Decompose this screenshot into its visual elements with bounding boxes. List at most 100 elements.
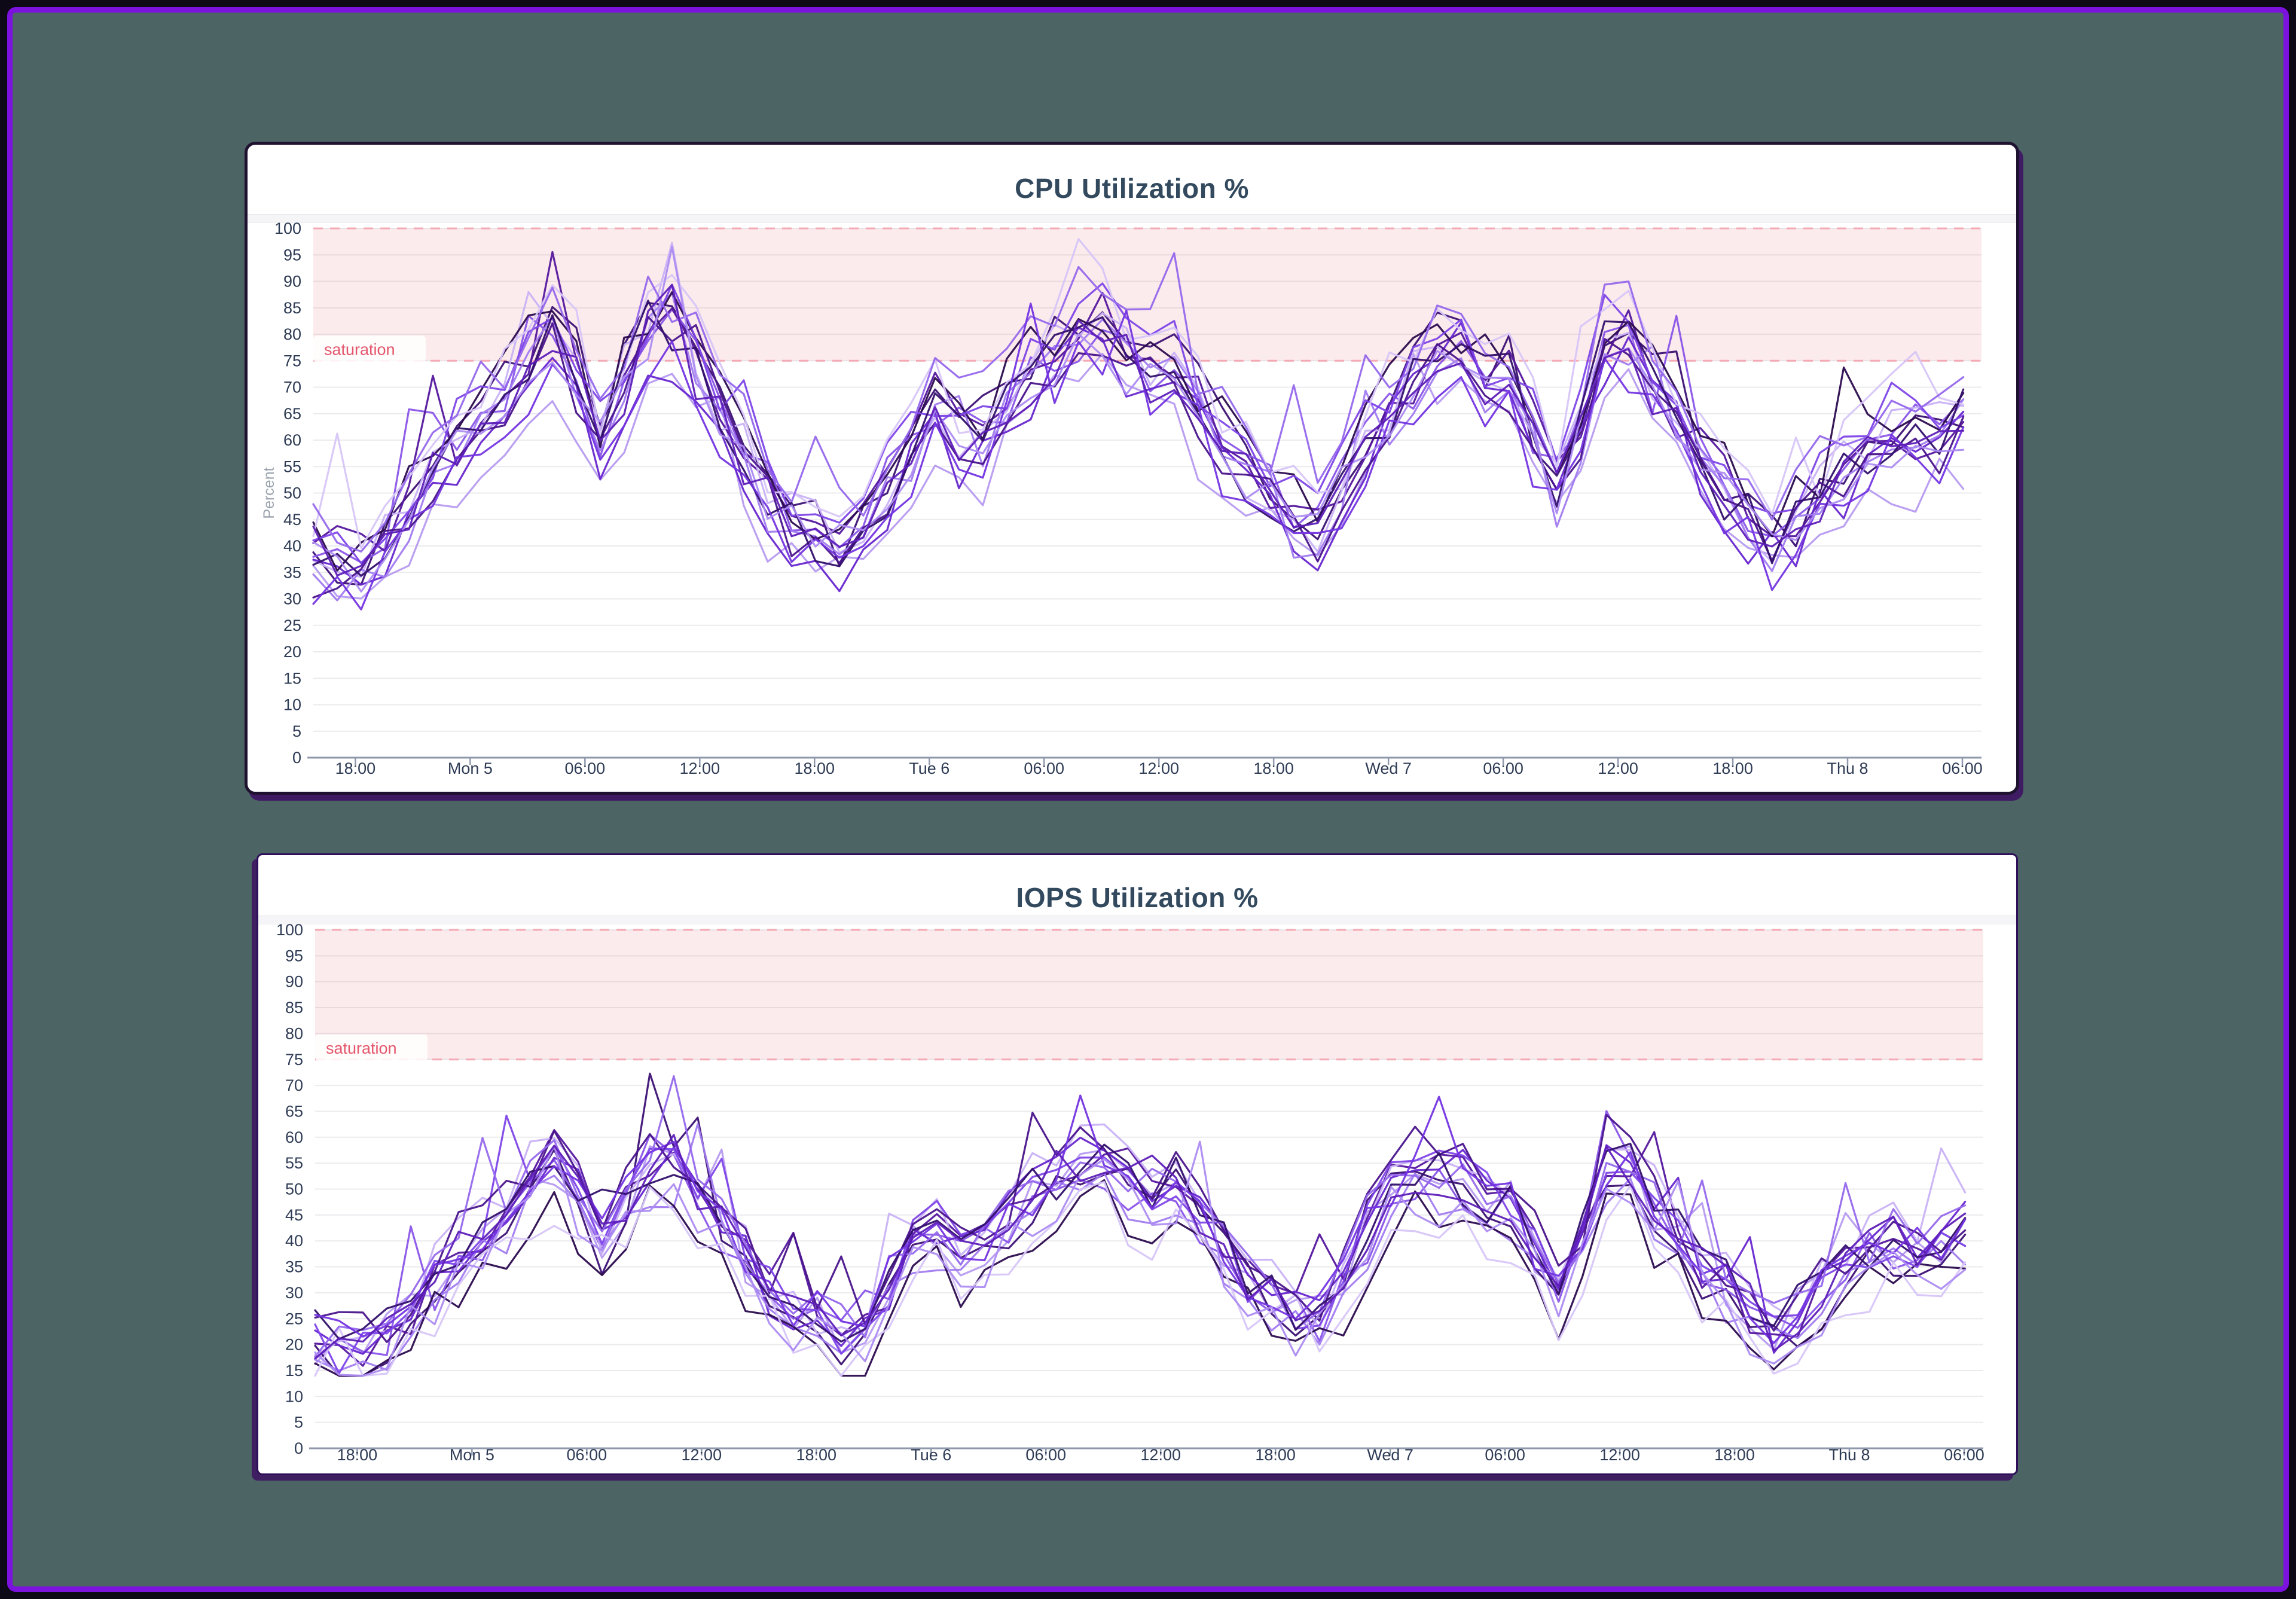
x-tick-label: 18:00 bbox=[1714, 1446, 1755, 1464]
utilization-series-line bbox=[314, 1180, 1967, 1377]
utilization-series-line bbox=[312, 301, 1965, 586]
y-tick-label: 5 bbox=[292, 722, 301, 740]
saturation-badge-bg bbox=[315, 1034, 428, 1061]
y-tick-label: 50 bbox=[283, 484, 301, 502]
y-tick-label: 45 bbox=[283, 511, 301, 529]
x-tick-label: 18:00 bbox=[1253, 759, 1294, 777]
x-tick-label: 12:00 bbox=[1599, 1446, 1640, 1464]
y-tick-label: 100 bbox=[274, 219, 301, 237]
y-tick-label: 90 bbox=[285, 973, 303, 991]
x-tick-label: Wed 7 bbox=[1365, 759, 1412, 777]
y-tick-label: 0 bbox=[292, 749, 301, 767]
y-tick-label: 95 bbox=[285, 947, 303, 965]
saturation-band bbox=[313, 228, 1981, 361]
x-tick-label: Tue 6 bbox=[909, 759, 949, 777]
iops-chart-header-divider bbox=[258, 916, 2016, 924]
utilization-series-line bbox=[314, 1075, 1967, 1358]
y-tick-label: 55 bbox=[283, 457, 301, 475]
cpu-utilization-chart: 18:00 Mon 5 06:00 12:00 18:00 Tue 6 06:00 12:00… bbox=[248, 145, 2016, 792]
x-tick-label: 06:00 bbox=[1942, 759, 1983, 777]
y-tick-label: 85 bbox=[285, 999, 303, 1017]
y-tick-label: 25 bbox=[283, 617, 301, 634]
y-tick-label: 35 bbox=[283, 563, 301, 581]
x-tick-label: Wed 7 bbox=[1367, 1446, 1413, 1464]
y-tick-label: 75 bbox=[285, 1051, 303, 1069]
utilization-series-line bbox=[314, 1123, 1967, 1372]
x-tick-label: 06:00 bbox=[1485, 1446, 1525, 1464]
y-tick-label: 30 bbox=[285, 1284, 303, 1302]
saturation-band bbox=[315, 930, 1983, 1060]
x-tick-label: 12:00 bbox=[1138, 759, 1179, 777]
y-tick-label: 45 bbox=[285, 1206, 303, 1224]
x-tick-label: Thu 8 bbox=[1829, 1446, 1870, 1464]
iops-chart-title: IOPS Utilization % bbox=[1016, 882, 1259, 913]
utilization-series-line bbox=[314, 1179, 1967, 1377]
y-tick-label: 70 bbox=[283, 379, 301, 396]
x-tick-label: 18:00 bbox=[337, 1446, 378, 1464]
x-tick-label: 18:00 bbox=[335, 759, 376, 777]
utilization-series-line bbox=[312, 283, 1965, 577]
x-tick-label: Thu 8 bbox=[1827, 759, 1868, 777]
saturation-label: saturation bbox=[326, 1039, 397, 1057]
x-tick-label: 06:00 bbox=[1944, 1446, 1984, 1464]
utilization-series-line bbox=[312, 291, 1965, 572]
y-tick-label: 40 bbox=[285, 1232, 303, 1250]
y-tick-label: 25 bbox=[285, 1310, 303, 1328]
y-tick-label: 15 bbox=[285, 1362, 303, 1380]
utilization-series-line bbox=[312, 282, 1965, 564]
y-tick-label: 65 bbox=[285, 1102, 303, 1120]
x-tick-label: 06:00 bbox=[567, 1446, 607, 1464]
utilization-series-line bbox=[312, 353, 1965, 600]
saturation-label: saturation bbox=[324, 340, 395, 358]
x-tick-label: 18:00 bbox=[794, 759, 835, 777]
y-tick-label: 10 bbox=[283, 696, 301, 714]
iops-utilization-chart: 18:00 Mon 5 06:00 12:00 18:00 Tue 6 06:00 12:00… bbox=[258, 855, 2016, 1473]
dashboard-frame: CPU Utilization % 18:00 Mon 5 06:00 12:00 18… bbox=[7, 7, 2289, 1592]
x-tick-label: 06:00 bbox=[565, 759, 606, 777]
x-tick-label: Mon 5 bbox=[450, 1446, 494, 1464]
y-tick-label: 55 bbox=[285, 1154, 303, 1172]
y-tick-label: 70 bbox=[285, 1076, 303, 1094]
utilization-series-line bbox=[314, 1134, 1967, 1360]
y-tick-label: 85 bbox=[283, 299, 301, 317]
y-tick-label: 20 bbox=[283, 643, 301, 661]
x-tick-label: Mon 5 bbox=[448, 759, 493, 777]
utilization-series-line bbox=[314, 1072, 1967, 1377]
x-tick-label: Tue 6 bbox=[911, 1446, 951, 1464]
x-tick-label: 12:00 bbox=[682, 1446, 722, 1464]
y-tick-label: 100 bbox=[276, 921, 303, 939]
y-axis-title: Percent bbox=[261, 467, 277, 518]
x-tick-label: 12:00 bbox=[680, 759, 720, 777]
x-tick-label: 18:00 bbox=[1255, 1446, 1296, 1464]
y-tick-label: 90 bbox=[283, 273, 301, 291]
chart1-svg: 18:00 Mon 5 06:00 12:00 18:00 Tue 6 06:00 12:00… bbox=[276, 921, 1984, 1464]
utilization-series-line bbox=[312, 252, 1965, 553]
y-tick-label: 5 bbox=[294, 1414, 303, 1432]
x-tick-label: 18:00 bbox=[1712, 759, 1753, 777]
y-tick-label: 60 bbox=[285, 1128, 303, 1146]
cpu-chart-title: CPU Utilization % bbox=[1015, 173, 1249, 204]
y-tick-label: 80 bbox=[285, 1024, 303, 1042]
x-tick-label: 06:00 bbox=[1483, 759, 1523, 777]
y-tick-label: 40 bbox=[283, 537, 301, 555]
utilization-series-line bbox=[312, 303, 1965, 611]
y-tick-label: 15 bbox=[283, 669, 301, 687]
saturation-badge-bg bbox=[313, 335, 426, 362]
chart0-svg: 18:00 Mon 5 06:00 12:00 18:00 Tue 6 06:00 12:00… bbox=[261, 219, 1983, 777]
y-tick-label: 65 bbox=[283, 405, 301, 423]
y-tick-label: 35 bbox=[285, 1258, 303, 1276]
x-tick-label: 06:00 bbox=[1024, 759, 1064, 777]
y-tick-label: 75 bbox=[283, 352, 301, 370]
y-tick-label: 0 bbox=[294, 1439, 303, 1457]
cpu-chart-header-divider bbox=[248, 214, 2016, 223]
utilization-series-line bbox=[314, 1140, 1967, 1377]
y-tick-label: 95 bbox=[283, 246, 301, 264]
iops-utilization-chart-card: IOPS Utilization % 18:00 Mon 5 06:00 12:00 1… bbox=[257, 853, 2018, 1475]
x-tick-label: 12:00 bbox=[1598, 759, 1638, 777]
x-tick-label: 06:00 bbox=[1025, 1446, 1066, 1464]
cpu-utilization-chart-card: CPU Utilization % 18:00 Mon 5 06:00 12:00 18… bbox=[245, 142, 2019, 795]
y-tick-label: 20 bbox=[285, 1336, 303, 1354]
x-tick-label: 18:00 bbox=[796, 1446, 836, 1464]
utilization-series-line bbox=[312, 246, 1965, 593]
